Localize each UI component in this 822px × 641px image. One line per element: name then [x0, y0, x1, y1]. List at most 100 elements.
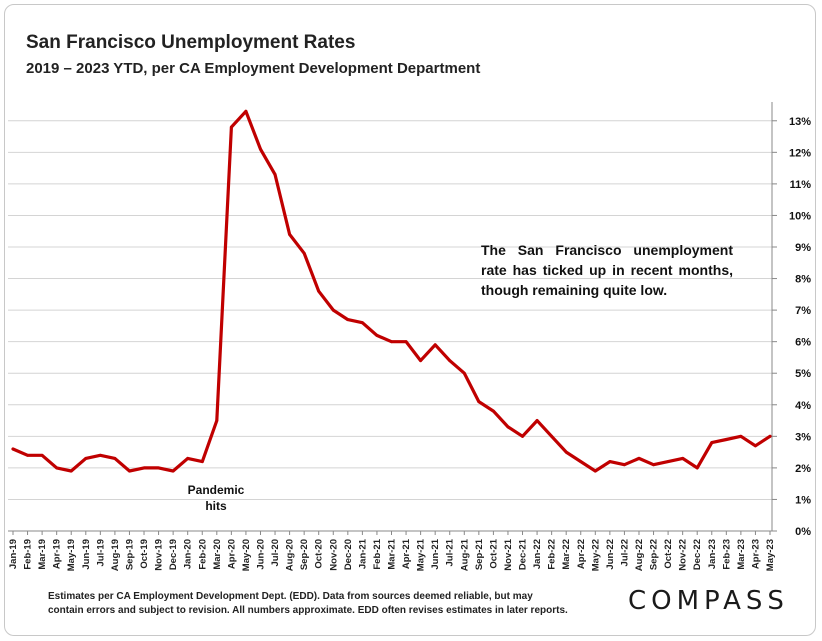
x-tick-label: Feb-19 [23, 539, 34, 570]
data-point [433, 343, 437, 347]
x-tick-label: Apr-22 [576, 539, 587, 569]
y-tick-label: 1% [795, 494, 811, 506]
data-point [564, 450, 568, 454]
x-tick-label: Jan-21 [357, 538, 368, 569]
y-tick-label: 3% [795, 431, 811, 443]
data-point [215, 419, 219, 422]
y-tick-label: 0% [795, 526, 811, 538]
data-point [506, 425, 510, 429]
data-point [288, 232, 291, 236]
y-tick-label: 12% [789, 147, 811, 159]
data-point [259, 147, 262, 151]
data-point [492, 409, 495, 413]
x-tick-labels: Jan-19 Feb-19 Mar-19 Apr-19 May-19 Jun-19 Jul-… [8, 538, 776, 571]
x-tick-label: Jul-19 [95, 539, 106, 566]
x-tick-label: Aug-21 [459, 538, 470, 571]
x-tick-label: Nov-22 [678, 539, 689, 571]
pandemic-annotation-line2: hits [205, 499, 227, 513]
x-tick-label: Feb-21 [372, 538, 383, 569]
data-point [579, 460, 583, 463]
data-point [273, 173, 277, 176]
x-tick-label: Oct-22 [663, 539, 674, 569]
data-point [375, 333, 379, 337]
data-point [521, 434, 524, 438]
data-point [550, 434, 554, 438]
data-point [724, 438, 728, 441]
data-point [186, 457, 190, 460]
x-tick-label: Mar-23 [736, 539, 747, 570]
data-point [681, 457, 685, 460]
y-tick-label: 6% [795, 337, 811, 349]
x-tick-label: Nov-19 [154, 539, 165, 571]
x-tick-label: Mar-22 [561, 539, 572, 570]
x-tick-label: Jan-23 [707, 539, 718, 569]
x-tick-label: Jan-20 [183, 539, 194, 569]
x-tick-label: Jul-20 [270, 539, 281, 566]
x-tick-label: Dec-20 [343, 539, 354, 570]
x-tick-label: Feb-20 [197, 539, 208, 570]
x-tick-label: Feb-23 [721, 539, 732, 570]
data-point [11, 447, 15, 451]
x-tick-label: Dec-21 [518, 538, 529, 570]
data-point [244, 109, 248, 113]
x-tick-label: Jul-22 [619, 539, 630, 566]
data-point [710, 441, 714, 445]
data-point [652, 463, 655, 467]
data-point [448, 359, 452, 362]
y-tick-label: 10% [789, 210, 811, 222]
data-point [331, 308, 335, 312]
footnote-line1: Estimates per CA Employment Development … [48, 591, 533, 602]
x-tick-label: Jan-22 [532, 539, 543, 569]
x-tick-label: Oct-20 [314, 539, 325, 569]
series-layer [11, 109, 772, 473]
data-point [142, 466, 146, 470]
x-tick-label: Jul-21 [445, 538, 456, 566]
x-tick-label: Oct-21 [488, 538, 499, 568]
x-tick-label: Apr-20 [226, 539, 237, 569]
data-point [346, 318, 350, 321]
chart-title: San Francisco Unemployment Rates [26, 32, 356, 53]
x-tick-label: Mar-20 [212, 539, 223, 570]
pandemic-annotation: Pandemic hits [176, 482, 256, 514]
data-point [768, 434, 772, 438]
x-tick-label: Apr-21 [401, 538, 412, 569]
x-tick-label: Aug-19 [110, 539, 121, 571]
x-tick-label: Jun-19 [81, 539, 92, 570]
callout-annotation: The San Francisco unemployment rate has … [481, 242, 733, 298]
data-point [390, 340, 393, 344]
data-point [157, 466, 160, 470]
footnote-line2: contain errors and subject to revision. … [48, 605, 568, 616]
y-tick-label: 8% [795, 274, 811, 286]
x-tick-label: May-20 [241, 539, 252, 571]
data-point [113, 457, 117, 460]
x-tick-label: Nov-21 [503, 538, 514, 570]
y-tick-label: 2% [795, 463, 811, 475]
data-point [535, 419, 539, 422]
x-tick-label: Aug-22 [634, 539, 645, 571]
data-point [200, 460, 204, 463]
y-tick-label: 9% [795, 242, 811, 254]
x-tick-label: Dec-22 [692, 539, 703, 570]
data-point [608, 460, 612, 463]
chart-subtitle: 2019 – 2023 YTD, per CA Employment Devel… [26, 60, 481, 77]
data-point [302, 251, 306, 255]
compass-logo: COMPASS [628, 586, 789, 616]
data-point [128, 469, 131, 473]
x-tick-label: May-22 [590, 539, 601, 571]
data-point [695, 466, 699, 470]
x-tick-label: Jun-21 [430, 538, 441, 569]
data-point [55, 466, 59, 470]
x-tick-label: Jun-20 [255, 539, 266, 570]
data-point [40, 453, 44, 457]
data-point [404, 340, 408, 344]
x-tick-label: Jun-22 [605, 539, 616, 570]
data-point [98, 453, 102, 457]
y-tick-label: 4% [795, 400, 811, 412]
data-point [69, 469, 73, 473]
data-point [462, 371, 466, 375]
x-tick-label: Apr-23 [750, 539, 761, 569]
y-tick-label: 5% [795, 368, 811, 380]
data-point [26, 453, 29, 457]
y-tick-label: 11% [790, 179, 812, 191]
